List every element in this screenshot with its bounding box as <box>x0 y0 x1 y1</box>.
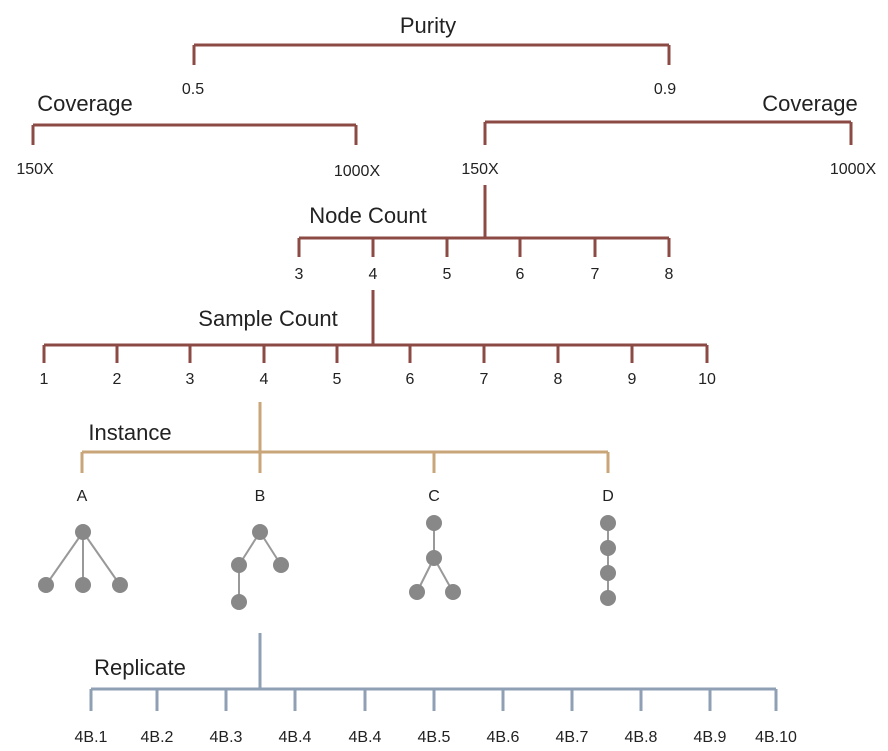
level-label: Replicate <box>94 655 186 680</box>
level-value: 7 <box>480 371 489 388</box>
tree-edge <box>82 531 121 586</box>
level-value: 6 <box>516 266 525 283</box>
tree-node <box>409 584 425 600</box>
level-value: 150X <box>461 161 499 178</box>
tree-node <box>231 557 247 573</box>
tree-node <box>600 540 616 556</box>
level-value: 4B.5 <box>418 729 451 746</box>
level-value: 1000X <box>830 161 877 178</box>
level-value: B <box>255 488 266 505</box>
tree-node <box>600 590 616 606</box>
level-value: 4 <box>369 266 378 283</box>
tree-node <box>426 550 442 566</box>
level-value: 4B.4 <box>349 729 382 746</box>
level-value: 4B.9 <box>694 729 727 746</box>
level-value: 1000X <box>334 163 381 180</box>
level-label: Instance <box>88 420 171 445</box>
level-value: 5 <box>333 371 342 388</box>
level-value: 4B.1 <box>75 729 108 746</box>
level-value: 4B.3 <box>210 729 243 746</box>
tree-node <box>75 524 91 540</box>
level-value: D <box>602 488 614 505</box>
level-value: 6 <box>406 371 415 388</box>
level-value: 4B.10 <box>755 729 797 746</box>
level-value: 8 <box>554 371 563 388</box>
tree-node <box>112 577 128 593</box>
level-label: Coverage <box>762 91 857 116</box>
level-value: A <box>77 488 88 505</box>
level-value: 4B.2 <box>141 729 174 746</box>
level-label: Coverage <box>37 91 132 116</box>
tree-node <box>600 515 616 531</box>
level-value: C <box>428 488 440 505</box>
level-value: 8 <box>665 266 674 283</box>
level-label: Sample Count <box>198 306 337 331</box>
level-value: 0.9 <box>654 81 676 98</box>
level-label: Purity <box>400 13 456 38</box>
level-label: Node Count <box>309 203 426 228</box>
tree-node <box>75 577 91 593</box>
level-value: 10 <box>698 371 716 388</box>
level-value: 9 <box>628 371 637 388</box>
level-value: 4B.7 <box>556 729 589 746</box>
tree-edge <box>45 531 84 586</box>
level-value: 7 <box>591 266 600 283</box>
tree-node <box>445 584 461 600</box>
level-value: 4B.4 <box>279 729 312 746</box>
tree-node <box>426 515 442 531</box>
level-value: 1 <box>40 371 49 388</box>
level-value: 4B.6 <box>487 729 520 746</box>
level-value: 3 <box>186 371 195 388</box>
level-value: 0.5 <box>182 81 204 98</box>
tree-node <box>600 565 616 581</box>
tree-node <box>231 594 247 610</box>
level-value: 5 <box>443 266 452 283</box>
tree-node <box>252 524 268 540</box>
level-value: 4B.8 <box>625 729 658 746</box>
level-value: 150X <box>16 161 54 178</box>
tree-node <box>38 577 54 593</box>
tree-node <box>273 557 289 573</box>
level-value: 2 <box>113 371 122 388</box>
level-value: 4 <box>260 371 269 388</box>
level-value: 3 <box>295 266 304 283</box>
